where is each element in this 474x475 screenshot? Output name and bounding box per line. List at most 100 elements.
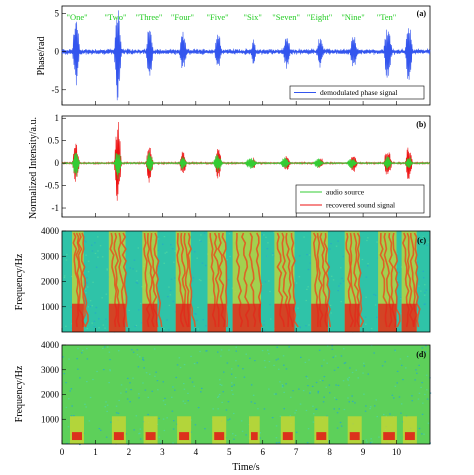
panel-b-xticks [61,213,397,217]
spectrogram-speckle [326,345,329,347]
spectrogram-speckle [85,254,87,256]
spectrogram-speckle [295,282,298,284]
spectrogram-speckle [97,256,99,258]
spectrogram-speckle [418,392,421,394]
spectrogram-speckle [70,306,72,308]
word-label: "Four" [171,12,194,22]
spectrogram-speckle [339,421,342,424]
spectrogram-speckle [279,381,281,383]
spectrogram-speckle [140,322,143,324]
spectrogram-speckle [235,360,237,362]
spectrogram-speckle [79,443,81,446]
spectrogram-lowband [282,432,293,441]
spectrogram-speckle [139,438,142,440]
spectrogram-formant [323,232,331,328]
spectrogram-speckle [86,327,89,330]
panel-d: 4000 3000 2000 1000 0 1 2 3 4 5 6 7 8 9 10 Frequency/… [14,340,432,473]
spectrogram-speckle [394,350,397,352]
spectrogram-speckle [303,236,305,238]
spectrogram-speckle [333,397,336,399]
panel-c-xticks [61,328,397,332]
spectrogram-speckle [95,266,98,268]
ytick-label: 1000 [41,302,60,312]
spectrogram-speckle [127,377,129,379]
spectrogram-speckle [340,355,343,357]
spectrogram-speckle [97,250,99,252]
spectrogram-speckle [138,433,140,435]
spectrogram-speckle [100,429,102,431]
spectrogram-speckle [162,400,165,402]
spectrogram-lowband [251,432,258,441]
spectrogram-speckle [396,253,398,255]
spectrogram-speckle [157,238,160,240]
spectrogram-speckle [365,276,368,278]
spectrogram-speckle [179,366,182,369]
spectrogram-speckle [76,358,78,360]
spectrogram-speckle [370,438,372,440]
spectrogram-speckle [330,312,332,314]
panel-a-legend: demodulated phase signal [289,85,425,100]
spectrogram-speckle [157,389,159,391]
spectrogram-speckle [221,401,223,403]
panel-a-yticks: 5 0 -5 [52,9,66,95]
spectrogram-speckle [306,254,308,256]
word-label: "Eight" [307,12,332,22]
spectrogram-speckle [295,409,297,411]
spectrogram-speckle [93,320,96,322]
spectrogram-speckle [235,346,237,348]
spectrogram-speckle [309,392,311,394]
spectrogram-speckle [411,395,413,397]
spectrogram-speckle [328,384,331,386]
spectrogram-speckle [339,282,342,285]
spectrogram-speckle [153,348,156,350]
spectrogram-speckle [298,388,300,390]
spectrogram-speckle [174,250,176,252]
spectrogram-lowband [383,432,395,441]
spectrogram-speckle [383,413,385,416]
spectrogram-speckle [396,370,399,372]
spectrogram-speckle [364,316,367,318]
spectrogram-speckle [65,382,67,384]
spectrogram-speckle [427,422,430,424]
spectrogram-lowband [404,432,415,441]
spectrogram-speckle [342,255,344,258]
spectrogram-speckle [205,264,207,267]
spectrogram-speckle [307,286,309,288]
ytick-label: -1 [52,203,60,213]
spectrogram-speckle [295,431,298,433]
spectrogram-speckle [394,385,397,387]
spectrogram-speckle [167,296,169,298]
spectrogram-speckle [89,300,92,302]
spectrogram-speckle [268,361,271,363]
spectrogram-speckle [307,385,309,387]
spectrogram-speckle [348,401,350,403]
spectrogram-speckle [270,318,272,320]
spectrogram-speckle [170,278,173,280]
spectrogram-speckle [323,376,326,378]
spectrogram-speckle [142,357,144,359]
spectrogram-speckle [71,275,73,277]
spectrogram-speckle [70,415,73,417]
spectrogram-lowband [142,303,158,332]
spectrogram-speckle [63,276,66,279]
spectrogram-speckle [375,399,377,401]
spectrogram-speckle [106,410,108,412]
spectrogram-speckle [86,358,89,360]
spectrogram-speckle [69,390,71,392]
spectrogram-speckle [340,267,342,269]
spectrogram-speckle [381,365,384,367]
spectrogram-speckle [62,356,64,358]
legend-label-demodulated: demodulated phase signal [320,88,397,97]
panel-a: "One" "Two" "Three" "Four" "Five" "Six" "Seven… [36,5,431,106]
spectrogram-speckle [429,392,432,394]
panel-d-yticks: 4000 3000 2000 1000 [41,340,66,424]
spectrogram-speckle [106,268,108,270]
spectrogram-speckle [363,362,365,364]
spectrogram-speckle [331,348,334,350]
spectrogram-lowband [72,432,82,441]
spectrogram-speckle [336,427,339,429]
spectrogram-speckle [200,280,202,282]
spectrogram-speckle [226,259,228,261]
spectrogram-speckle [365,405,367,407]
spectrogram-speckle [257,408,259,410]
